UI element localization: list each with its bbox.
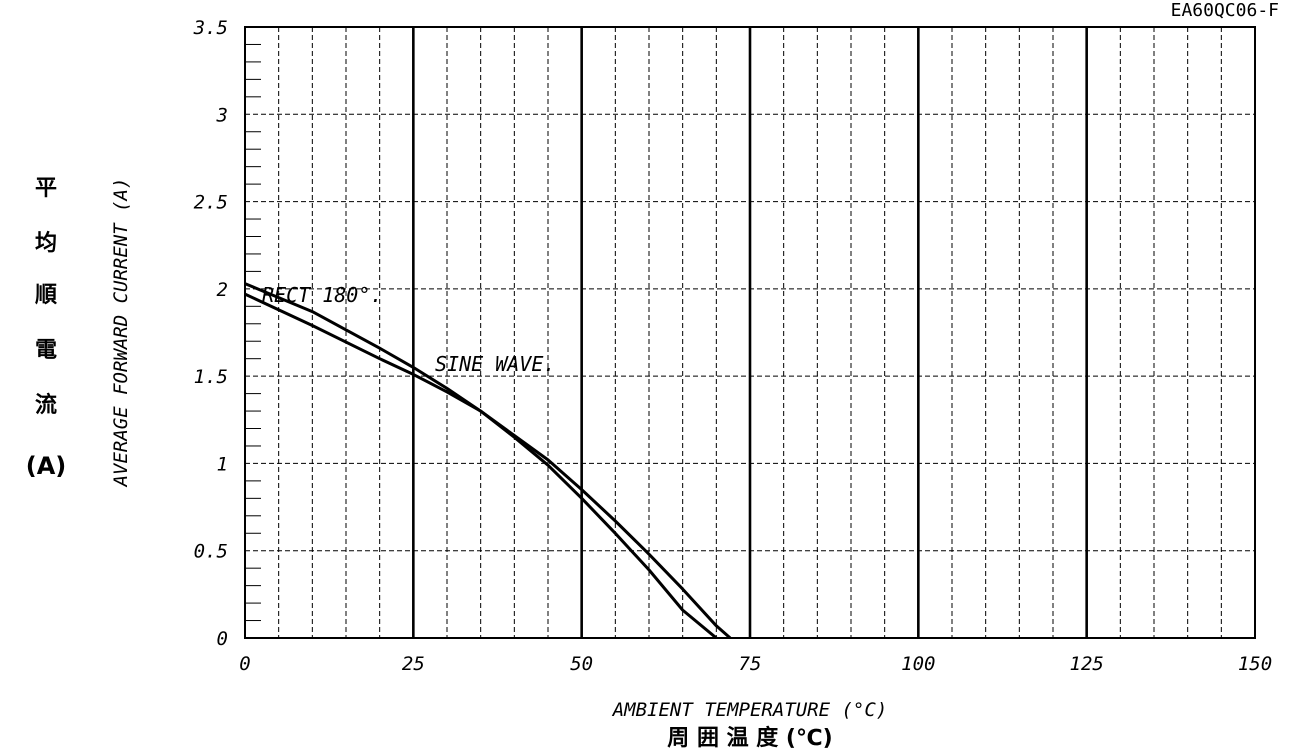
plot-frame	[244, 26, 1256, 639]
y-tick-label: 2.5	[194, 192, 228, 214]
y-tick-label: 0	[217, 628, 228, 650]
x-tick-label: 25	[402, 653, 425, 675]
x-axis-label-japanese: 周 囲 温 度 (℃)	[667, 725, 832, 751]
x-tick-label: 50	[570, 653, 593, 675]
series-line-sine-wave	[244, 292, 732, 640]
plot-border	[244, 26, 1256, 639]
y-tick-label: 2	[217, 279, 228, 301]
y-tick-label: 0.5	[194, 541, 228, 563]
series-label-sine-wave: SINE WAVE.	[435, 352, 555, 376]
y-axis-label-japanese-char: 流	[35, 392, 57, 418]
y-tick-label: 3.5	[193, 17, 228, 39]
y-axis-label-japanese-char: 電	[35, 338, 57, 363]
series	[244, 282, 732, 640]
x-tick-label: 125	[1070, 653, 1104, 675]
y-tick-label: 1.5	[194, 366, 228, 388]
y-axis-label-japanese-char: (A)	[26, 452, 67, 480]
tick-labels: 0 0.5 1 1.5 2 2.5 3 3.5 0 25 50 75 100 125 150	[193, 17, 1272, 675]
part-number: EA60QC06-F	[1171, 0, 1279, 21]
y-axis-label-japanese-char: 順	[35, 283, 58, 308]
y-axis-label: AVERAGE FORWARD CURRENT (A)	[110, 178, 132, 488]
x-axis-label: AMBIENT TEMPERATURE (°C)	[612, 699, 888, 721]
y-tick-label: 1	[217, 453, 228, 475]
y-axis-label-japanese-char: 均	[35, 230, 57, 256]
series-label-rect-180: RECT 180°.	[262, 283, 382, 307]
chart-text: RECT 180°. SINE WAVE. EA60QC06-F AMBIENT TE…	[26, 0, 1279, 751]
y-tick-label: 3	[216, 104, 228, 126]
x-tick-label: 0	[239, 653, 250, 675]
x-tick-label: 75	[739, 653, 762, 675]
x-tick-label: 150	[1238, 653, 1272, 675]
y-axis-label-japanese-char: 平	[35, 176, 57, 201]
grid	[245, 27, 1255, 638]
x-tick-label: 100	[901, 653, 935, 675]
